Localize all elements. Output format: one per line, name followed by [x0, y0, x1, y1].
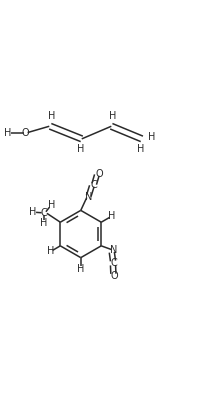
Text: O: O: [95, 169, 103, 179]
Text: H: H: [77, 144, 84, 154]
Text: C: C: [111, 258, 117, 268]
Text: H: H: [47, 246, 55, 256]
Text: H: H: [40, 218, 48, 228]
Text: O: O: [22, 128, 29, 138]
Text: C: C: [90, 180, 97, 190]
Text: H: H: [29, 207, 36, 217]
Text: N: N: [85, 192, 92, 202]
Text: H: H: [47, 200, 55, 210]
Text: H: H: [77, 264, 85, 274]
Text: H: H: [109, 111, 116, 121]
Text: O: O: [111, 271, 118, 281]
Text: H: H: [137, 144, 144, 154]
Text: H: H: [48, 111, 55, 121]
Text: H: H: [4, 128, 11, 138]
Text: C: C: [41, 208, 47, 218]
Text: N: N: [110, 245, 117, 255]
Text: H: H: [148, 132, 156, 142]
Text: H: H: [108, 211, 115, 222]
